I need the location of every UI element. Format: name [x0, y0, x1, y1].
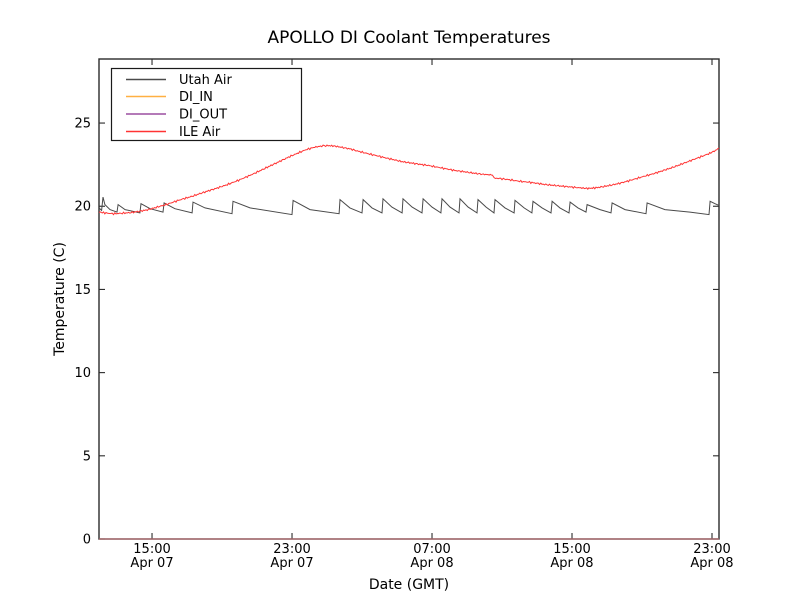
legend-label-utah-air: Utah Air	[179, 73, 232, 88]
legend: Utah Air DI_IN DI_OUT ILE Air	[110, 67, 303, 142]
x-tick-label-date: Apr 08	[410, 556, 453, 571]
series-line-utah-air	[98, 196, 720, 216]
x-tick-label-time: 15:00	[133, 542, 170, 557]
x-tick-label-time: 23:00	[693, 542, 730, 557]
x-tick-label-date: Apr 08	[690, 556, 733, 571]
x-tick-label-date: Apr 07	[270, 556, 313, 571]
x-axis-label: Date (GMT)	[369, 577, 449, 593]
legend-label-ile-air: ILE Air	[179, 125, 221, 140]
y-axis-label: Temperature (C)	[52, 242, 68, 357]
y-tick-label: 0	[83, 533, 91, 548]
legend-label-di-out: DI_OUT	[179, 108, 227, 123]
y-tick-label: 15	[74, 283, 91, 298]
y-tick-label: 5	[83, 449, 91, 464]
x-tick-label-time: 23:00	[273, 542, 310, 557]
x-tick-label-time: 15:00	[553, 542, 590, 557]
legend-label-di-in: DI_IN	[179, 90, 213, 105]
x-tick-label-time: 07:00	[413, 542, 450, 557]
y-tick-label: 25	[74, 117, 91, 132]
y-tick-label: 10	[74, 366, 91, 381]
series-line-ile-air	[98, 144, 720, 216]
chart-title: APOLLO DI Coolant Temperatures	[267, 28, 550, 48]
y-tick-label: 20	[74, 200, 91, 215]
x-tick-label-date: Apr 08	[550, 556, 593, 571]
legend-box	[110, 67, 303, 142]
x-tick-label-date: Apr 07	[130, 556, 173, 571]
